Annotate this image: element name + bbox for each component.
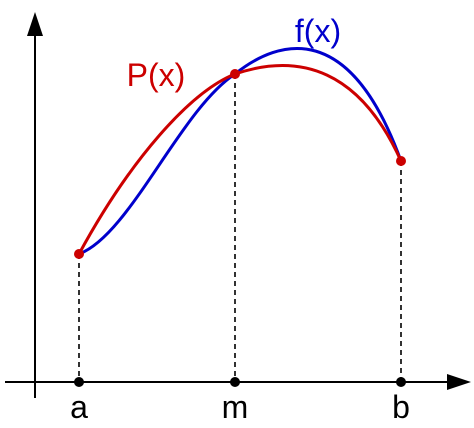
b-label: b	[392, 389, 410, 425]
f-label: f(x)	[295, 13, 341, 49]
curve-points	[74, 69, 406, 259]
point	[230, 69, 240, 79]
point	[74, 249, 84, 259]
point	[74, 377, 84, 387]
point	[396, 377, 406, 387]
m-label: m	[222, 389, 249, 425]
point	[396, 156, 406, 166]
y-axis-arrow	[27, 12, 43, 36]
axis-points	[74, 377, 406, 387]
a-label: a	[70, 389, 88, 425]
point	[230, 377, 240, 387]
p-curve	[77, 64, 403, 255]
drop-lines	[78, 74, 402, 382]
p-label: P(x)	[127, 57, 186, 93]
x-axis-arrow	[447, 374, 471, 390]
